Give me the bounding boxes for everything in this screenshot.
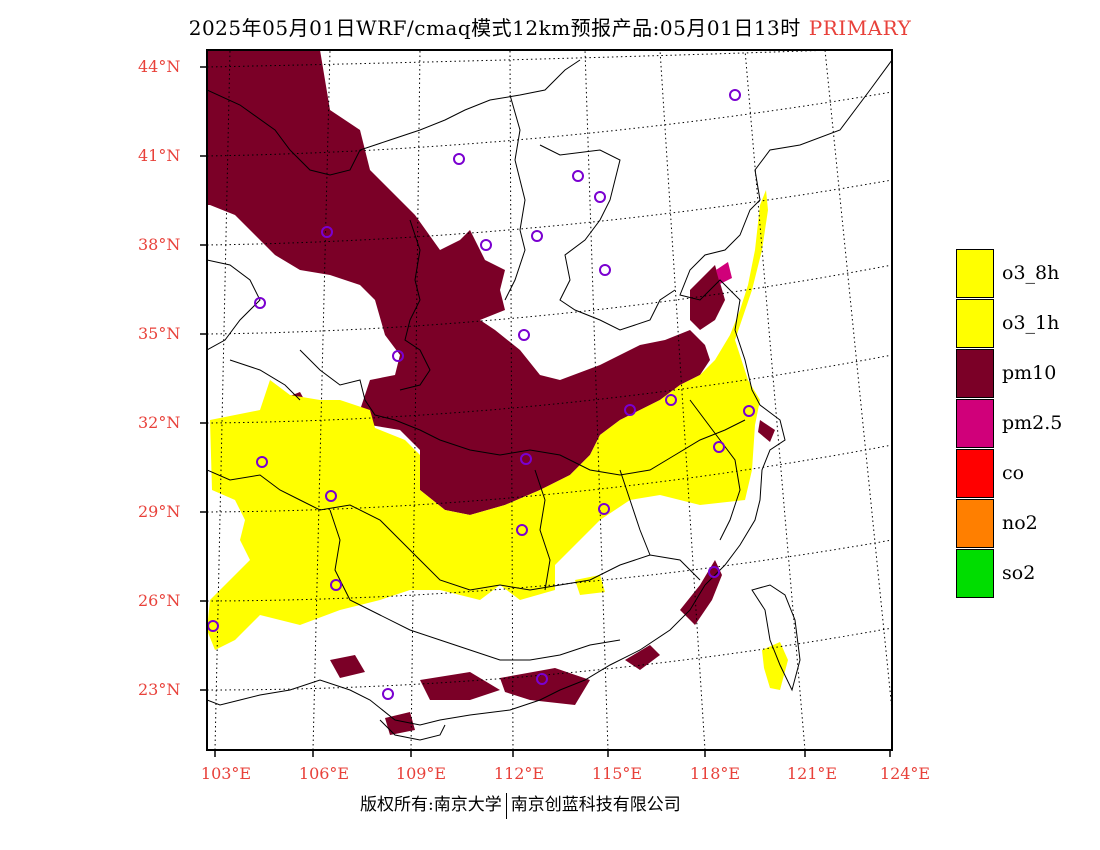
city-marker: [518, 329, 530, 341]
legend-swatch: [956, 299, 994, 348]
axis-ticks: [200, 66, 891, 757]
lat-label-32: 32°N: [138, 413, 181, 432]
lat-label-35: 35°N: [138, 324, 181, 343]
legend-item-no2: no2: [956, 499, 1074, 549]
city-marker: [665, 394, 677, 406]
legend-label: no2: [1002, 512, 1038, 534]
footer-divider: [505, 792, 507, 819]
city-marker: [729, 89, 741, 101]
legend-label: pm2.5: [1002, 412, 1063, 434]
city-marker: [598, 503, 610, 515]
map-frame: [206, 49, 893, 751]
pm10-patch-south-1: [420, 672, 500, 700]
lat-label-44: 44°N: [138, 57, 181, 76]
boundaries: [207, 59, 892, 741]
city-marker: [453, 153, 465, 165]
copyright-left: 版权所有:南京大学: [360, 795, 502, 815]
legend-item-so2: so2: [956, 549, 1074, 599]
legend-item-o3-1h: o3_1h: [956, 299, 1074, 349]
lat-label-38: 38°N: [138, 235, 181, 254]
legend-swatch: [956, 499, 994, 548]
legend-item-o3-8h: o3_8h: [956, 249, 1074, 299]
o3-region-south: [207, 190, 768, 650]
title-main: 2025年05月01日WRF/cmaq模式12km预报产品:05月01日13时: [188, 16, 801, 40]
city-marker: [624, 404, 636, 416]
legend-item-pm10: pm10: [956, 349, 1074, 399]
city-marker: [480, 239, 492, 251]
pm10-patch-guangxi: [330, 655, 365, 678]
city-marker: [743, 405, 755, 417]
legend-swatch: [956, 249, 994, 298]
lat-label-23: 23°N: [138, 680, 181, 699]
lon-label-121: 121°E: [786, 764, 838, 783]
city-marker: [325, 490, 337, 502]
pm10-patch-coast: [690, 265, 725, 330]
legend-label: co: [1002, 462, 1025, 484]
legend-label: o3_8h: [1002, 262, 1060, 284]
legend-swatch: [956, 449, 994, 498]
legend-swatch: [956, 549, 994, 598]
pm10-patch-guangdong: [625, 645, 660, 670]
city-marker: [536, 673, 548, 685]
city-marker: [516, 524, 528, 536]
lon-label-115: 115°E: [591, 764, 643, 783]
pm25-patch-shandong: [716, 262, 732, 284]
legend-label: pm10: [1002, 362, 1057, 384]
pm10-patch-shanghai: [758, 420, 775, 442]
copyright-right: 南京创蓝科技有限公司: [510, 795, 681, 815]
lat-label-41: 41°N: [138, 146, 181, 165]
map-title: 2025年05月01日WRF/cmaq模式12km预报产品:05月01日13时 P…: [0, 12, 1100, 41]
legend-swatch: [956, 349, 994, 398]
o3-patch-taiwan: [762, 642, 788, 690]
lon-label-112: 112°E: [493, 764, 545, 783]
city-marker: [520, 453, 532, 465]
city-marker: [256, 456, 268, 468]
lon-label-103: 103°E: [200, 764, 252, 783]
lat-label-29: 29°N: [138, 502, 181, 521]
city-marker: [330, 579, 342, 591]
graticule: [207, 50, 892, 750]
city-marker: [321, 226, 333, 238]
copyright-footer: 版权所有:南京大学 南京创蓝科技有限公司: [360, 790, 681, 819]
legend-label: o3_1h: [1002, 312, 1060, 334]
city-marker: [594, 191, 606, 203]
city-marker: [599, 264, 611, 276]
city-marker: [382, 688, 394, 700]
lon-label-106: 106°E: [298, 764, 350, 783]
title-tag: PRIMARY: [808, 16, 912, 40]
city-marker: [392, 350, 404, 362]
city-marker: [254, 297, 266, 309]
lat-label-26: 26°N: [138, 591, 181, 610]
city-markers: [207, 89, 755, 700]
city-marker: [708, 566, 720, 578]
legend-label: so2: [1002, 562, 1036, 584]
legend-swatch: [956, 399, 994, 448]
lon-label-124: 124°E: [879, 764, 931, 783]
city-marker: [713, 441, 725, 453]
city-marker: [572, 170, 584, 182]
legend-item-co: co: [956, 449, 1074, 499]
lon-label-109: 109°E: [395, 764, 447, 783]
pm10-region-north: [207, 50, 710, 515]
o3-patch-fujian: [575, 575, 605, 595]
lon-label-118: 118°E: [689, 764, 741, 783]
legend-item-pm25: pm2.5: [956, 399, 1074, 449]
legend: o3_8h o3_1h pm10 pm2.5 co no2 so2: [956, 249, 1074, 599]
pm10-patch-south-2: [500, 668, 590, 705]
city-marker: [531, 230, 543, 242]
